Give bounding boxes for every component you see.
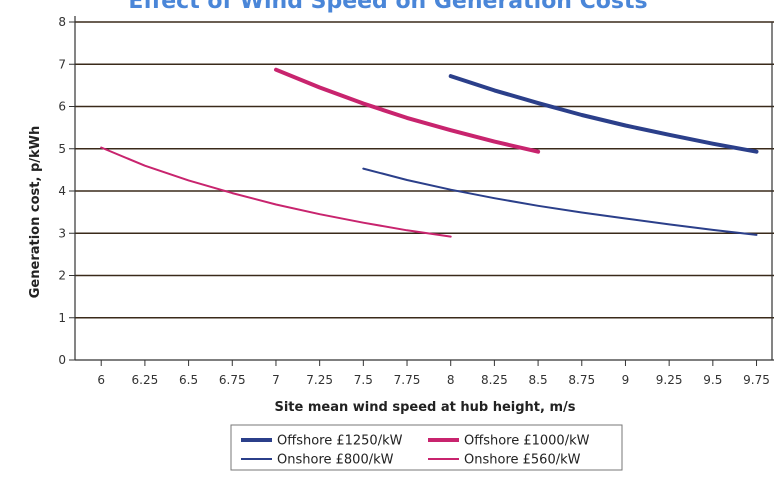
series-line-3 (362, 167, 758, 236)
legend-box (230, 424, 623, 471)
x-tick-label-7.75: 7.75 (394, 373, 421, 387)
x-tick-label-9.5: 9.5 (703, 373, 722, 387)
x-tick-label-6.25: 6.25 (132, 373, 159, 387)
y-tick-label-8: 8 (58, 15, 66, 29)
x-tick-label-8.25: 8.25 (481, 373, 508, 387)
y-tick-label-7: 7 (58, 57, 66, 71)
legend-label-2: Offshore £1000/kW (464, 434, 590, 449)
x-tick-label-6.75: 6.75 (219, 373, 246, 387)
grid-layer (75, 21, 774, 319)
x-tick-label-8.75: 8.75 (568, 373, 595, 387)
x-tick-label-6: 6 (97, 373, 105, 387)
legend-label-4: Onshore £560/kW (464, 453, 581, 468)
x-axis-title: Site mean wind speed at hub height, m/s (274, 400, 575, 415)
legend-label-3: Onshore £800/kW (277, 453, 394, 468)
x-tick-label-9: 9 (622, 373, 630, 387)
y-axis-title: Generation cost, p/kWh (28, 126, 43, 298)
chart-title: Effect of Wind Speed on Generation Costs (128, 0, 648, 14)
y-tick-label-2: 2 (58, 269, 66, 283)
x-tick-label-9.25: 9.25 (656, 373, 683, 387)
x-tick-label-9.75: 9.75 (743, 373, 770, 387)
x-tick-label-7.5: 7.5 (354, 373, 373, 387)
x-tick-label-7.25: 7.25 (306, 373, 333, 387)
x-tick-label-7: 7 (272, 373, 280, 387)
y-tick-label-4: 4 (58, 184, 66, 198)
x-tick-label-6.5: 6.5 (179, 373, 198, 387)
axis-layer: 0 1 2 3 4 5 6 7 8 6 6.25 6.5 6.75 7 7.25 7.5 7.75 8 8.25 8.… (58, 15, 774, 387)
series-line-4 (100, 146, 452, 238)
y-tick-label-0: 0 (58, 353, 66, 367)
y-tick-label-5: 5 (58, 142, 66, 156)
series-line-2 (274, 67, 541, 154)
legend: Offshore £1250/kW Offshore £1000/kW Onshor… (230, 424, 623, 471)
y-tick-label-1: 1 (58, 311, 66, 325)
y-tick-label-6: 6 (58, 100, 66, 114)
series-layer (100, 67, 759, 238)
legend-label-1: Offshore £1250/kW (277, 434, 403, 449)
x-tick-label-8: 8 (447, 373, 455, 387)
y-tick-label-3: 3 (58, 226, 66, 240)
x-tick-label-8.5: 8.5 (529, 373, 548, 387)
series-line-1 (448, 74, 759, 154)
